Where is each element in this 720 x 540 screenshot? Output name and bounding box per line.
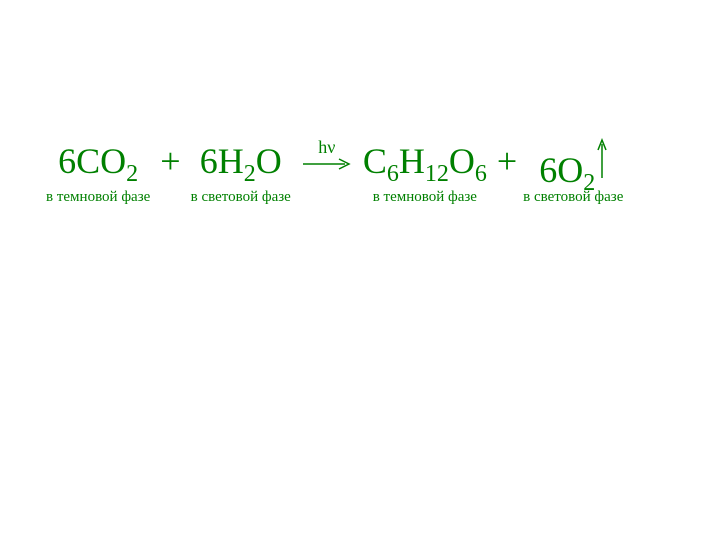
elem-o: O <box>256 142 282 182</box>
elem-c: C <box>363 142 387 182</box>
reactant-co2: 6CO2 в темновой фазе <box>46 142 150 206</box>
coef: 6 <box>539 151 557 191</box>
gas-evolution-arrow-icon <box>597 138 607 187</box>
coef: 6 <box>58 142 76 182</box>
elem-c: C <box>76 142 100 182</box>
sub-6: 6 <box>387 161 399 187</box>
hv-label: hν <box>318 138 335 156</box>
sub-2: 2 <box>244 161 256 187</box>
sub-12: 12 <box>425 161 449 187</box>
sub-2: 2 <box>126 161 138 187</box>
product-glucose: C6H12O6 в темновой фазе <box>363 142 487 206</box>
elem-o: O <box>557 151 583 191</box>
elem-o: O <box>100 142 126 182</box>
sub-6: 6 <box>475 161 487 187</box>
annot-light-phase: в световой фазе <box>523 188 623 206</box>
formula-6co2: 6CO2 <box>58 142 138 186</box>
coef: 6 <box>200 142 218 182</box>
plus-sign: + <box>160 142 180 186</box>
annot-dark-phase: в темновой фазе <box>373 188 477 206</box>
product-o2: 6O2 в световой фазе <box>523 142 623 206</box>
sub-2: 2 <box>583 170 595 196</box>
formula-c6h12o6: C6H12O6 <box>363 142 487 186</box>
elem-h: H <box>399 142 425 182</box>
formula-6o2: 6O2 <box>539 142 607 186</box>
reactant-h2o: 6H2O в световой фазе <box>191 142 291 206</box>
reaction-arrow-block: hν <box>303 138 351 170</box>
annot-dark-phase: в темновой фазе <box>46 188 150 206</box>
elem-o: O <box>449 142 475 182</box>
photosynthesis-equation: 6CO2 в темновой фазе + 6H2O в световой ф… <box>46 142 623 206</box>
reaction-arrow-icon <box>303 158 351 170</box>
elem-h: H <box>218 142 244 182</box>
plus-sign: + <box>497 142 517 186</box>
annot-light-phase: в световой фазе <box>191 188 291 206</box>
formula-6h2o: 6H2O <box>200 142 282 186</box>
